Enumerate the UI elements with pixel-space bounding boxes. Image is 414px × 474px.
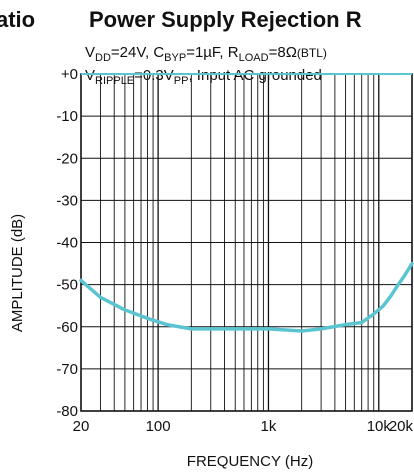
subtitle-rest: , Input AC grounded	[188, 67, 321, 84]
btl-note: (BTL)	[297, 46, 327, 60]
subtitle-line-1: VDD=24V, CBYP=1µF, RLOAD=8Ω(BTL)	[85, 44, 327, 64]
y-axis-label: AMPLITUDE (dB)	[9, 214, 26, 332]
vpp-subscript: PP	[174, 75, 189, 87]
y-tick-label: -30	[56, 192, 78, 209]
y-tick-labels: +0 -10 -20 -30 -40 -50 -60 -70 -80	[56, 66, 78, 420]
x-tick-label: 20k	[389, 418, 414, 435]
cbyp-subscript: BYP	[164, 52, 186, 64]
y-tick-label: -70	[56, 361, 78, 378]
x-axis-label: FREQUENCY (Hz)	[187, 453, 313, 470]
vripple-value: =0.3V	[134, 67, 174, 84]
rload-symbol: R	[228, 44, 239, 61]
subtitle-line-2: VRIPPLE=0.3VPP, Input AC grounded	[85, 67, 322, 87]
cbyp-value: =1µF,	[186, 44, 228, 61]
series-layer	[79, 73, 414, 333]
series-line	[79, 261, 414, 333]
major-gridlines	[81, 73, 412, 412]
y-tick-label: -50	[56, 277, 78, 294]
y-tick-label: -40	[56, 235, 78, 252]
y-tick-label: -60	[56, 319, 78, 336]
vdd-subscript: DD	[95, 52, 111, 64]
rload-subscript: LOAD	[239, 52, 269, 64]
vdd-value: =24V,	[111, 44, 153, 61]
x-tick-label: 1k	[261, 418, 277, 435]
y-tick-label: +0	[61, 66, 78, 83]
chart-title: Power Supply Rejection R	[89, 7, 362, 32]
y-tick-label: -20	[56, 150, 78, 167]
x-tick-label: 10k	[367, 418, 392, 435]
vripple-symbol: V	[85, 67, 95, 84]
left-title-fragment: atio	[0, 7, 35, 32]
x-tick-label: 20	[73, 418, 90, 435]
y-tick-label: -10	[56, 108, 78, 125]
y-tick-label: -80	[56, 403, 78, 420]
x-tick-label: 100	[146, 418, 171, 435]
rload-value: =8Ω	[269, 44, 297, 61]
cbyp-symbol: C	[153, 44, 164, 61]
vdd-symbol: V	[85, 44, 95, 61]
